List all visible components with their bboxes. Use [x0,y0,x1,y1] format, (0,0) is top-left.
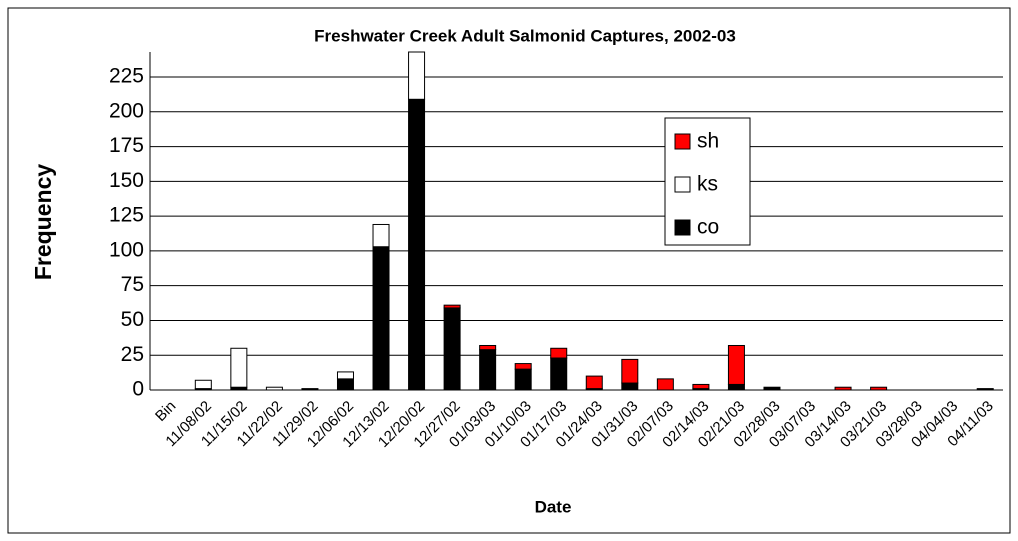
bar-segment [621,358,639,384]
legend-label: co [697,216,719,239]
legend-swatch [674,133,691,150]
bar-segment [870,386,888,391]
bar-segment [656,378,674,391]
bar-segment [408,51,426,100]
y-tick-label: 200 [109,99,144,122]
bar-segment [194,379,212,390]
y-tick-label: 75 [121,273,144,296]
y-tick-label: 0 [132,378,144,401]
legend-label: sh [697,130,719,153]
bar-segment [692,383,710,390]
y-tick-label: 100 [109,238,144,261]
bar-segment [976,388,994,391]
y-tick-label: 50 [121,308,144,331]
bar-segment [443,304,461,309]
bar-segment [443,307,461,391]
bar-segment [336,371,354,380]
bar-segment [230,347,248,388]
x-axis-title: Date [535,497,572,516]
bar-segment [265,386,283,391]
y-tick-label: 150 [109,169,144,192]
y-axis-title: Frequency [30,164,56,281]
bar-segment [479,344,497,351]
y-tick-label: 175 [109,134,144,157]
y-tick-label: 125 [109,204,144,227]
bar-segment [621,382,639,391]
legend-label: ks [697,173,718,196]
bar-segment [514,363,532,370]
y-tick-label: 25 [121,343,144,366]
bar-segment [727,383,745,391]
y-tick-label: 225 [109,65,144,88]
bar-segment [336,378,354,391]
bar-segment [834,386,852,391]
bar-segment [550,347,568,359]
bar-segment [301,388,319,391]
bar-segment [763,386,781,391]
bar-segment [408,98,426,391]
bar-segment [550,357,568,391]
legend-swatch [674,219,691,236]
bar-segment [372,223,390,248]
bar-segment [372,246,390,391]
chart-border [7,7,1011,534]
bar-segment [585,375,603,390]
chart-title: Freshwater Creek Adult Salmonid Captures… [314,26,736,45]
bar-segment [727,344,745,385]
bar-segment [514,368,532,391]
legend-swatch [674,176,691,193]
bar-segment [479,349,497,391]
